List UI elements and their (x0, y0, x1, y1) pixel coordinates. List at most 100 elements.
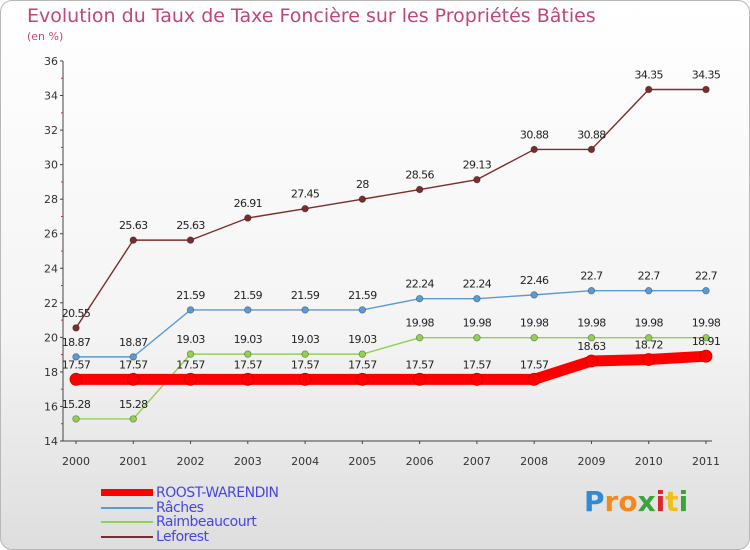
legend-swatch-roost-warendin (101, 489, 153, 496)
data-label-roost-warendin: 17.57 (405, 358, 434, 371)
y-tick-label: 36 (44, 55, 58, 68)
data-point-leforest (702, 85, 710, 94)
data-label-leforest: 34.35 (634, 69, 663, 82)
data-label-roost-warendin: 18.63 (577, 340, 606, 353)
data-label-leforest: 30.88 (577, 128, 606, 141)
data-label-raimbeaucourt: 19.03 (176, 333, 205, 346)
data-point-leforest (301, 204, 309, 213)
y-tick-label: 20 (44, 331, 58, 344)
data-label-raimbeaucourt: 19.98 (577, 317, 606, 330)
data-point-raimbeaucourt (301, 350, 309, 358)
data-point-r-ches (301, 306, 309, 314)
data-point-roost-warendin (470, 372, 484, 386)
data-label-r-ches: 22.7 (638, 270, 661, 283)
logo-letter: o (618, 485, 638, 518)
data-point-raimbeaucourt (186, 350, 195, 358)
data-point-raimbeaucourt (415, 334, 424, 342)
data-point-leforest (530, 145, 538, 154)
x-tick-label: 2004 (291, 455, 319, 468)
data-label-raimbeaucourt: 19.98 (634, 317, 663, 330)
data-point-raimbeaucourt (72, 415, 80, 423)
data-label-raimbeaucourt: 19.98 (463, 317, 492, 330)
data-point-raimbeaucourt (530, 334, 538, 342)
data-label-raimbeaucourt: 19.98 (692, 317, 721, 330)
data-label-roost-warendin: 18.72 (634, 338, 663, 351)
data-label-roost-warendin: 17.57 (176, 358, 205, 371)
data-label-leforest: 26.91 (234, 197, 263, 210)
data-label-raimbeaucourt: 15.28 (119, 398, 148, 411)
data-point-raimbeaucourt (129, 415, 137, 423)
data-label-leforest: 20.55 (62, 307, 91, 320)
y-tick-label: 30 (44, 159, 58, 172)
data-point-leforest (129, 236, 137, 244)
x-tick-label: 2006 (406, 455, 434, 468)
y-tick-label: 14 (44, 435, 58, 448)
data-point-r-ches (72, 353, 80, 361)
data-label-roost-warendin: 18.91 (692, 335, 721, 348)
legend-swatch-leforest (101, 535, 153, 538)
x-tick-label: 2010 (635, 455, 663, 468)
data-point-roost-warendin (413, 372, 427, 386)
data-point-leforest (587, 145, 596, 154)
x-tick-label: 2003 (234, 455, 262, 468)
data-label-leforest: 28 (356, 178, 369, 191)
data-point-leforest (244, 214, 252, 222)
data-point-raimbeaucourt (645, 334, 653, 342)
x-tick-label: 2002 (177, 455, 205, 468)
y-tick-label: 22 (44, 297, 58, 310)
logo-letter: i (678, 485, 689, 518)
x-tick-label: 2000 (62, 455, 90, 468)
data-label-r-ches: 22.7 (695, 270, 718, 283)
x-tick-label: 2007 (463, 455, 491, 468)
data-point-roost-warendin (298, 372, 312, 386)
data-label-raimbeaucourt: 15.28 (62, 398, 91, 411)
data-point-roost-warendin (585, 354, 598, 368)
logo-letter: P (584, 485, 605, 518)
legend-label: Leforest (156, 528, 209, 545)
data-point-roost-warendin (642, 353, 656, 366)
legend-label: Raimbeaucourt (156, 514, 257, 530)
data-label-raimbeaucourt: 19.98 (520, 317, 549, 330)
data-label-roost-warendin: 17.57 (463, 358, 492, 371)
data-label-roost-warendin: 17.57 (348, 358, 377, 371)
data-point-raimbeaucourt (702, 334, 710, 342)
data-point-roost-warendin (355, 372, 369, 386)
data-point-roost-warendin (699, 349, 713, 363)
data-label-roost-warendin: 17.57 (62, 358, 91, 371)
data-point-r-ches (358, 306, 367, 314)
y-tick-label: 34 (44, 90, 58, 103)
unit-label: (en %) (27, 30, 64, 43)
data-label-roost-warendin: 17.57 (119, 358, 148, 371)
data-label-raimbeaucourt: 19.03 (234, 333, 263, 346)
y-tick-label: 18 (44, 366, 58, 379)
y-tick-label: 26 (44, 228, 58, 241)
data-label-r-ches: 22.24 (405, 278, 434, 291)
data-label-r-ches: 22.7 (580, 270, 603, 283)
data-label-r-ches: 21.59 (348, 289, 377, 302)
data-point-r-ches (587, 287, 596, 295)
data-point-raimbeaucourt (473, 334, 481, 342)
chart-title: Evolution du Taux de Taxe Foncière sur l… (27, 5, 596, 27)
data-point-leforest (473, 175, 481, 184)
data-label-leforest: 29.13 (463, 159, 492, 172)
logo-letter: i (655, 485, 666, 518)
data-label-leforest: 30.88 (520, 128, 549, 141)
data-point-r-ches (473, 294, 481, 303)
data-point-leforest (415, 185, 424, 194)
series-line-leforest (75, 88, 707, 329)
data-point-raimbeaucourt (244, 350, 252, 358)
legend-swatch-raches (101, 506, 153, 509)
data-point-raimbeaucourt (587, 334, 596, 342)
logo-letter: r (604, 485, 619, 518)
legend-swatch-raimbeaucourt (101, 521, 153, 523)
data-label-roost-warendin: 17.57 (291, 358, 320, 371)
logo-letter: x (637, 485, 656, 518)
x-tick-label: 2001 (119, 455, 147, 468)
data-label-leforest: 34.35 (692, 69, 721, 82)
data-label-r-ches: 22.46 (520, 274, 549, 287)
x-tick-label: 2008 (520, 455, 548, 468)
legend-label: Râches (156, 499, 204, 516)
data-point-roost-warendin (184, 372, 197, 386)
data-label-r-ches: 21.59 (234, 289, 263, 302)
data-point-r-ches (530, 291, 538, 299)
